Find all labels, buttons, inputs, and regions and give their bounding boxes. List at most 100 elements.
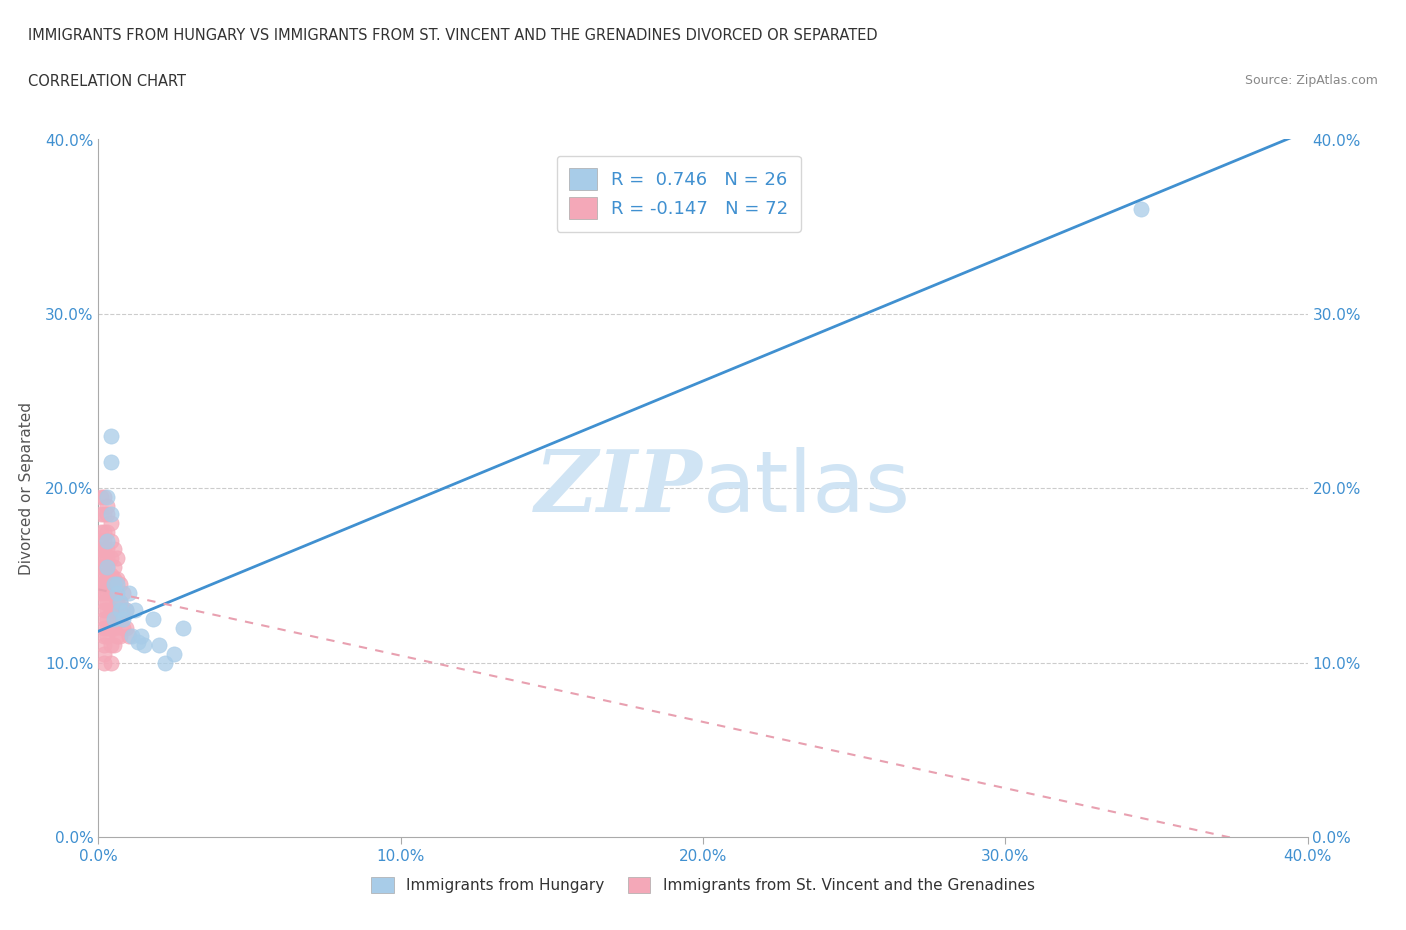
Point bbox=[93, 594, 115, 609]
Point bbox=[108, 594, 131, 609]
Point bbox=[96, 551, 118, 565]
Point bbox=[108, 629, 131, 644]
Point bbox=[90, 533, 112, 548]
Point bbox=[93, 507, 115, 522]
Point bbox=[93, 489, 115, 504]
Point bbox=[121, 629, 143, 644]
Point bbox=[100, 429, 122, 444]
Text: ZIP: ZIP bbox=[536, 446, 703, 530]
Point bbox=[100, 603, 122, 618]
Point bbox=[93, 533, 115, 548]
Point bbox=[93, 559, 115, 574]
Point bbox=[114, 620, 136, 635]
Point bbox=[93, 551, 115, 565]
Point bbox=[172, 620, 194, 635]
Point bbox=[163, 646, 186, 661]
Y-axis label: Divorced or Separated: Divorced or Separated bbox=[18, 402, 34, 575]
Point bbox=[93, 620, 115, 635]
Point bbox=[103, 577, 125, 591]
Point bbox=[96, 533, 118, 548]
Point bbox=[93, 656, 115, 671]
Point bbox=[96, 498, 118, 513]
Text: Source: ZipAtlas.com: Source: ZipAtlas.com bbox=[1244, 74, 1378, 87]
Text: CORRELATION CHART: CORRELATION CHART bbox=[28, 74, 186, 89]
Point bbox=[93, 542, 115, 557]
Point bbox=[103, 638, 125, 653]
Point bbox=[103, 542, 125, 557]
Point bbox=[127, 634, 149, 649]
Point bbox=[105, 612, 128, 627]
Point bbox=[90, 507, 112, 522]
Point bbox=[105, 551, 128, 565]
Point bbox=[114, 603, 136, 618]
Point bbox=[124, 603, 146, 618]
Point bbox=[100, 455, 122, 470]
Point bbox=[93, 612, 115, 627]
Point bbox=[148, 638, 170, 653]
Point bbox=[90, 489, 112, 504]
Point bbox=[108, 603, 131, 618]
Text: atlas: atlas bbox=[703, 446, 911, 530]
Point bbox=[132, 638, 155, 653]
Point bbox=[96, 603, 118, 618]
Point bbox=[90, 542, 112, 557]
Point bbox=[105, 594, 128, 609]
Point bbox=[105, 571, 128, 587]
Point bbox=[105, 629, 128, 644]
Point bbox=[96, 612, 118, 627]
Point bbox=[105, 577, 128, 591]
Point bbox=[105, 586, 128, 601]
Point bbox=[90, 577, 112, 591]
Point bbox=[153, 656, 176, 671]
Text: IMMIGRANTS FROM HUNGARY VS IMMIGRANTS FROM ST. VINCENT AND THE GRENADINES DIVORC: IMMIGRANTS FROM HUNGARY VS IMMIGRANTS FR… bbox=[28, 28, 877, 43]
Point bbox=[93, 577, 115, 591]
Point bbox=[118, 586, 141, 601]
Point bbox=[96, 559, 118, 574]
Point bbox=[111, 620, 134, 635]
Point bbox=[93, 568, 115, 583]
Point bbox=[100, 507, 122, 522]
Point bbox=[90, 571, 112, 587]
Point bbox=[93, 525, 115, 539]
Point bbox=[100, 533, 122, 548]
Point bbox=[100, 551, 122, 565]
Point bbox=[103, 559, 125, 574]
Point bbox=[96, 594, 118, 609]
Point bbox=[100, 515, 122, 530]
Point bbox=[93, 603, 115, 618]
Point bbox=[96, 629, 118, 644]
Point bbox=[96, 525, 118, 539]
Point bbox=[96, 559, 118, 574]
Point bbox=[108, 612, 131, 627]
Point bbox=[118, 629, 141, 644]
Point bbox=[96, 571, 118, 587]
Point bbox=[96, 489, 118, 504]
Point bbox=[111, 586, 134, 601]
Point bbox=[93, 629, 115, 644]
Point bbox=[100, 568, 122, 583]
Point bbox=[103, 586, 125, 601]
Point bbox=[90, 586, 112, 601]
Point bbox=[103, 620, 125, 635]
Point bbox=[114, 603, 136, 618]
Point bbox=[93, 638, 115, 653]
Point bbox=[108, 594, 131, 609]
Point bbox=[90, 525, 112, 539]
Point bbox=[100, 620, 122, 635]
Point bbox=[96, 620, 118, 635]
Point bbox=[90, 551, 112, 565]
Point bbox=[103, 612, 125, 627]
Legend: Immigrants from Hungary, Immigrants from St. Vincent and the Grenadines: Immigrants from Hungary, Immigrants from… bbox=[366, 870, 1040, 899]
Point bbox=[96, 507, 118, 522]
Point bbox=[142, 612, 165, 627]
Point bbox=[100, 638, 122, 653]
Point bbox=[111, 603, 134, 618]
Point bbox=[129, 629, 152, 644]
Point bbox=[96, 586, 118, 601]
Point bbox=[1130, 202, 1153, 217]
Point bbox=[93, 646, 115, 661]
Point bbox=[108, 577, 131, 591]
Point bbox=[100, 586, 122, 601]
Point bbox=[111, 612, 134, 627]
Point bbox=[90, 559, 112, 574]
